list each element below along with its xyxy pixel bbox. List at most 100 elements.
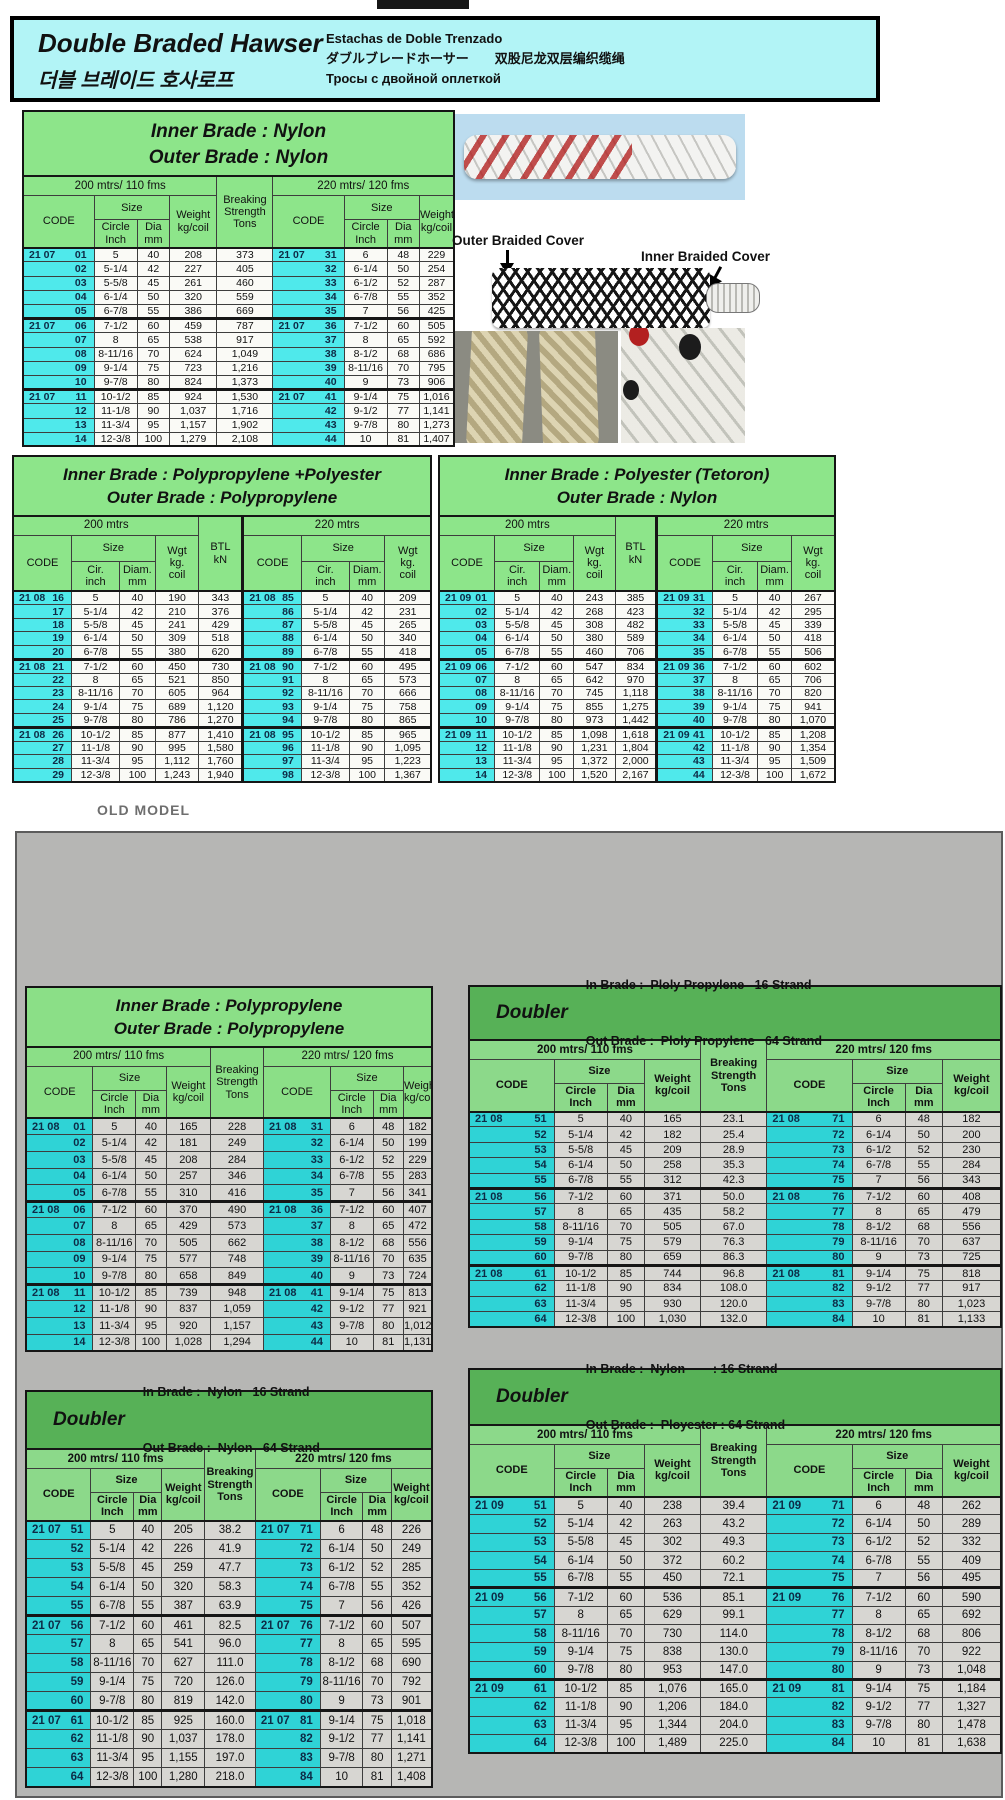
code-cell: 40 — [262, 1267, 331, 1285]
weight-cell: 658 — [165, 1267, 212, 1285]
weight-cell: 1,279 — [169, 431, 218, 447]
size-header: Size — [90, 1468, 163, 1493]
weight-cell: 1,155 — [161, 1748, 206, 1768]
outer-brade-line: Outer Brade : Nylon — [556, 487, 718, 507]
weight-cell: 921 — [403, 1300, 433, 1318]
weight-cell: 479 — [941, 1203, 1002, 1220]
code-cell: 21 09 76 — [766, 1586, 853, 1607]
dia-mm-cell: 75 — [606, 1234, 646, 1251]
breaking-strength-cell: 35.3 — [699, 1157, 768, 1174]
weight-cell: 370 — [165, 1199, 212, 1219]
dia-mm-cell: 75 — [904, 1263, 943, 1282]
code-header: CODE — [272, 195, 345, 249]
dia-mm-cell: 68 — [904, 1218, 943, 1236]
dia-mm-cell: 95 — [606, 1295, 646, 1313]
code-cell: 21 08 31 — [262, 1117, 331, 1136]
weight-cell: 595 — [390, 1634, 433, 1654]
code-cell: 80 — [766, 1660, 853, 1680]
table-block-nylon: Inner Brade : Nylon Outer Brade : Nylon … — [22, 110, 455, 448]
dia-mm-cell: 85 — [757, 725, 792, 742]
code-cell: 57 — [468, 1203, 555, 1220]
weight-cell: 209 — [384, 590, 432, 606]
weight-cell: 352 — [418, 289, 455, 306]
breaking-strength-cell: 1,716 — [216, 403, 274, 419]
dia-mm-cell: 40 — [539, 590, 575, 606]
circle-inch-cell: 9-1/4 — [553, 1234, 608, 1251]
code-cell: 96 — [241, 740, 302, 756]
table-row: 13 11-3/4 95 1,157 1,902 43 9-7/8 80 1,273 — [22, 417, 455, 433]
code-cell: 42 — [272, 403, 345, 419]
code-cell: 59 — [468, 1642, 555, 1662]
circle-inch-cell: 12-3/8 — [93, 431, 138, 447]
rope-spec-table-doubler-nylon: 200 mtrs/ 110 fms Breaking Strength Tons 220… — [25, 1448, 433, 1788]
breaking-strength-cell: 160.0 — [204, 1709, 256, 1730]
spec-table: 200 mtrs/ 110 fms Breaking Strength Tons 220… — [468, 1424, 1002, 1754]
weight-cell: 1,638 — [941, 1733, 1002, 1754]
code-cell: 59 — [25, 1672, 92, 1692]
circle-inch-cell: 7-1/2 — [90, 1614, 135, 1635]
dia-mm-cell: 95 — [757, 754, 792, 769]
breaking-strength-cell: 126.0 — [204, 1672, 256, 1692]
weight-cell: 507 — [390, 1614, 433, 1635]
circle-inch-cell: 8-1/2 — [851, 1624, 906, 1644]
code-cell: 21 08 16 — [12, 590, 73, 606]
circle-inch-cell: 8 — [319, 1634, 364, 1654]
dia-mm-cell: 40 — [606, 1110, 646, 1128]
dia-mm-cell: 95 — [348, 754, 386, 769]
table-block-pp-old: Inner Brade : Polypropylene Outer Brade … — [25, 986, 433, 1352]
circle-inch-cell: 9-1/4 — [319, 1709, 364, 1730]
code-cell: 23 — [12, 685, 73, 701]
header-titles: Double Braded Hawser 더블 브레이드 호사로프 — [14, 20, 323, 98]
dia-mm-header: Dia mm — [136, 219, 171, 249]
weight-cell: 573 — [384, 672, 432, 687]
weight-cell: 725 — [941, 1249, 1002, 1266]
circle-inch-cell: 6-1/4 — [90, 1577, 135, 1597]
breaking-strength-cell: 1,530 — [216, 388, 274, 405]
code-header: CODE — [22, 195, 95, 249]
braid-diagram — [492, 268, 710, 328]
circle-inch-cell: 10 — [851, 1311, 906, 1328]
table-row: 55 6-7/8 55 312 42.3 75 7 56 343 — [468, 1172, 1002, 1189]
circle-inch-cell: 10-1/2 — [92, 1282, 137, 1302]
breaking-strength-cell: 96.8 — [699, 1263, 768, 1282]
code-header: CODE — [241, 534, 302, 592]
dia-mm-cell: 95 — [606, 1715, 646, 1735]
code-cell: 07 — [22, 332, 95, 348]
weight-cell: 901 — [390, 1691, 433, 1711]
table-row: 21 07 01 5 40 208 373 21 07 31 6 48 229 — [22, 246, 455, 263]
circle-inch-cell: 8 — [71, 672, 121, 687]
table-row: 63 11-3/4 95 1,344 204.0 83 9-7/8 80 1,478 — [468, 1715, 1002, 1735]
circle-inch-cell: 6-1/4 — [553, 1550, 608, 1571]
dia-mm-cell: 65 — [372, 1217, 405, 1236]
weight-cell: 372 — [644, 1550, 701, 1571]
table-row: 21 07 61 10-1/2 85 925 160.0 21 07 81 9-1/4 75 1,0… — [25, 1709, 433, 1730]
code-cell: 72 — [254, 1539, 321, 1559]
circle-inch-header: Cir. inch — [711, 560, 759, 592]
circle-inch-cell: 6-1/4 — [329, 1134, 374, 1153]
code-cell: 21 08 51 — [468, 1110, 555, 1128]
dia-mm-cell: 42 — [119, 604, 156, 619]
weight-cell: 1,141 — [418, 403, 455, 419]
code-cell: 78 — [766, 1218, 853, 1236]
code-cell: 05 — [22, 304, 95, 320]
code-cell: 72 — [766, 1514, 853, 1534]
outer-braided-cover-label: Outer Braided Cover — [452, 233, 585, 248]
rope-spec-table-doubler-pp: 200 mtrs/ 110 fms Breaking Strength Tons 220… — [468, 1039, 1002, 1328]
dia-mm-cell: 75 — [386, 388, 420, 405]
dia-mm-cell: 60 — [372, 1199, 405, 1219]
breaking-strength-cell: 43.2 — [699, 1514, 768, 1534]
table-row: 58 8-11/16 70 627 111.0 78 8-1/2 68 690 — [25, 1653, 433, 1673]
dia-mm-cell: 60 — [904, 1586, 943, 1607]
dia-mm-cell: 60 — [135, 1199, 167, 1219]
breaking-strength-cell: 1,410 — [198, 725, 244, 742]
weight-cell: 287 — [418, 275, 455, 291]
code-cell: 12 — [25, 1300, 94, 1318]
weight-cell: 855 — [573, 699, 616, 714]
dia-mm-cell: 70 — [904, 1234, 943, 1251]
dia-mm-cell: 68 — [904, 1624, 943, 1644]
table-title-pet: Inner Brade : Polyester (Tetoron) Outer … — [438, 455, 836, 515]
dia-mm-header: Dia mm — [606, 1083, 646, 1112]
table-row: 62 11-1/8 90 834 108.0 82 9-1/2 77 917 — [468, 1280, 1002, 1297]
circle-inch-cell: 10-1/2 — [93, 388, 138, 405]
